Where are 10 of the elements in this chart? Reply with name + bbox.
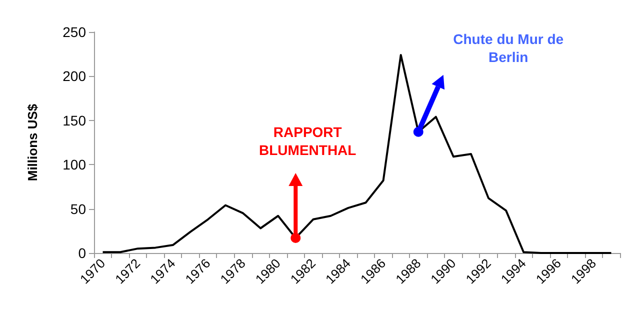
y-tick-label: 100: [62, 156, 86, 173]
annotation: Chute du Mur de Berlin: [452, 30, 565, 66]
y-tick-label: 150: [62, 112, 86, 128]
y-axis-title: Millions US$: [25, 103, 40, 182]
line-series: [102, 54, 612, 254]
y-tick-label: 50: [70, 200, 86, 217]
y-tick-label: 200: [62, 68, 86, 84]
y-tick-label: 250: [62, 24, 86, 40]
annotation: RAPPORT BLUMENTHAL: [258, 123, 358, 159]
y-tick-label: 0: [78, 245, 86, 261]
